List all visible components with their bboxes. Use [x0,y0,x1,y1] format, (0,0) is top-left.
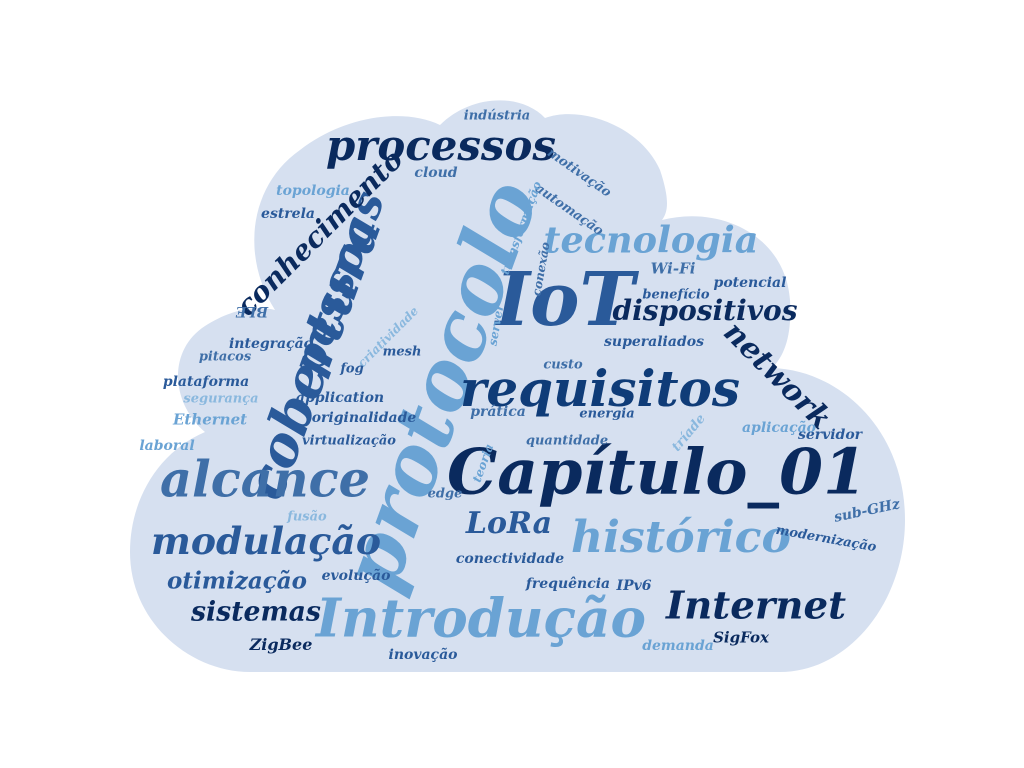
word-topologia: topologia [276,183,350,199]
word-integracao: integração [228,336,314,352]
word-dispositivos: dispositivos [612,293,798,327]
word-wifi: Wi-Fi [650,259,696,278]
word-sigfox: SigFox [713,628,769,647]
word-edge: edge [427,486,463,502]
word-evolucao: evolução [321,568,391,584]
word-historico: histórico [571,511,791,563]
word-demanda: demanda [642,638,714,654]
word-otimizacao: otimização [167,567,307,595]
word-fog: fog [340,361,364,377]
word-requisitos: requisitos [460,359,740,419]
word-plataforma: plataforma [162,374,250,390]
word-frequencia: frequência [525,576,611,592]
word-servidor: servidor [797,427,863,443]
word-industria: indústria [463,108,531,124]
word-cloud: cloud [414,165,458,181]
word-sistemas: sistemas [191,596,321,628]
word-introducao: Introdução [316,586,646,650]
word-capitulo: Capítulo_01 [447,434,867,509]
word-originalidade: originalidade [311,410,417,426]
word-internet: Internet [666,583,846,629]
word-lora: LoRa [465,506,553,541]
word-energia: energia [579,406,635,422]
word-superaliados: superaliados [604,334,704,350]
word-modulacao: modulação [151,519,381,564]
word-ethernet: Ethernet [172,410,248,429]
word-processos: processos [326,121,556,171]
word-application: application [295,390,385,406]
word-seguranca: segurança [183,391,259,407]
word-ipv6: IPv6 [616,578,652,594]
word-potencial: potencial [713,275,787,291]
word-conectividade: conectividade [455,551,565,567]
word-mesh: mesh [382,344,422,360]
word-pitacos: pitacos [198,349,252,365]
word-beneficio: benefício [642,287,710,303]
word-estrela: estrela [261,206,315,222]
word-inovacao: inovação [388,647,458,663]
word-ble: BLE [235,303,269,319]
word-fusao: fusão [287,509,327,525]
word-tecnologia: tecnologia [543,218,759,262]
word-alcance: alcance [160,450,370,509]
word-virtualizacao: virtualização [302,433,396,449]
word-iot: IoT [495,257,635,343]
word-zigbee: ZigBee [249,635,313,654]
word-laboral: laboral [139,438,195,454]
cloud-background [130,100,905,672]
word-pratica: prática [470,404,526,420]
word-custo: custo [543,357,583,373]
word-aplicacao: aplicação [741,420,817,436]
word-quantidade: quantidade [525,433,609,449]
